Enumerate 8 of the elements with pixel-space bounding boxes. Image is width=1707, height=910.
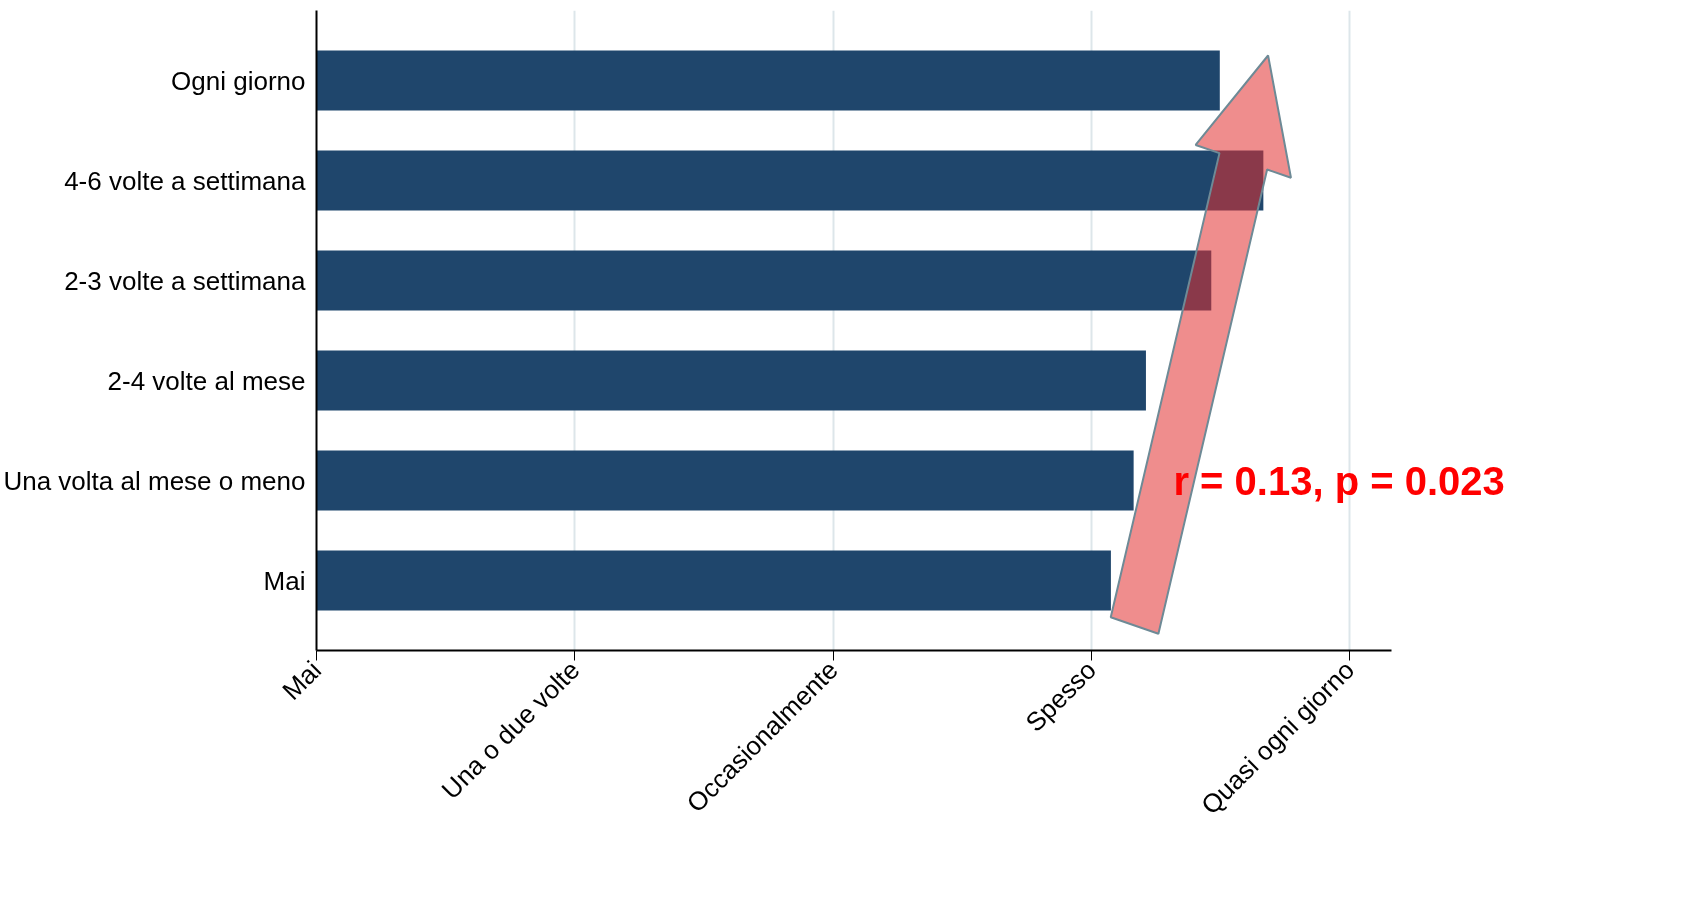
y-tick-label: 2-4 volte al mese [107, 365, 306, 396]
text: Una o due volte [435, 654, 586, 805]
y-tick-label: 4-6 volte a settimana [64, 165, 307, 196]
y-tick-label: 2-3 volte a settimana [64, 265, 307, 296]
y-tick-label: Una volta al mese o meno [3, 465, 306, 496]
y-tick-label: Ogni giorno [171, 65, 306, 96]
annotation: r = 0.13, p = 0.023 [1173, 458, 1505, 503]
y-tick-label: Mai [263, 565, 306, 596]
